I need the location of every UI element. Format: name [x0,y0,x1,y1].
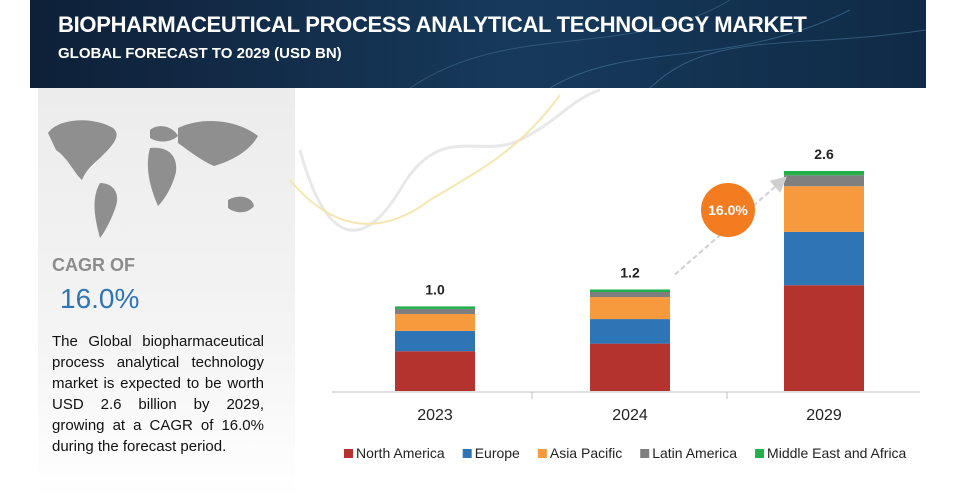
bar-segment [395,314,475,331]
legend-swatch [755,449,765,458]
legend-label: Asia Pacific [550,445,622,461]
legend-label: North America [356,445,445,461]
total-label: 1.2 [620,264,640,280]
bar-segment [590,292,670,298]
legend-swatch [640,449,650,458]
bar-segment [784,285,864,391]
bar-segment [784,171,864,176]
bar-segment [590,343,670,391]
bar-segment [395,308,475,314]
bar-segment [395,351,475,391]
cagr-bubble-label: 16.0% [708,202,748,218]
chart-subtitle: GLOBAL FORECAST TO 2029 (USD BN) [58,45,342,62]
legend-swatch [462,449,472,458]
legend-label: Latin America [652,445,737,461]
legend-swatch [537,449,547,458]
bar-segment [395,306,475,309]
bar-segment [784,175,864,187]
bar-segment [590,289,670,292]
header: BIOPHARMACEUTICAL PROCESS ANALYTICAL TEC… [30,0,926,88]
cagr-value: 16.0% [60,283,140,314]
legend-label: Europe [475,445,520,461]
legend-swatch [344,449,353,458]
x-tick-label: 2024 [612,407,648,424]
side-panel [38,88,295,499]
bar-segment [784,186,864,232]
header-decor [409,0,926,88]
bar-segment [395,330,475,352]
cagr-bubble [701,183,755,237]
x-tick-label: 2029 [806,407,842,424]
legend-label: Middle East and Africa [767,445,907,461]
description: The Global biopharmaceutical process ana… [52,333,264,455]
x-tick-label: 2023 [417,407,453,424]
total-label: 2.6 [814,146,834,162]
bar-segment [590,297,670,320]
cagr-caption: CAGR OF [52,255,135,275]
total-label: 1.0 [425,281,445,297]
world-map [48,120,258,238]
legend: North America Europe Asia Pacific Latin Ame… [344,445,907,461]
chart-title: BIOPHARMACEUTICAL PROCESS ANALYTICAL TEC… [58,12,807,37]
bar-segment [590,319,670,344]
bar-segment [784,231,864,286]
